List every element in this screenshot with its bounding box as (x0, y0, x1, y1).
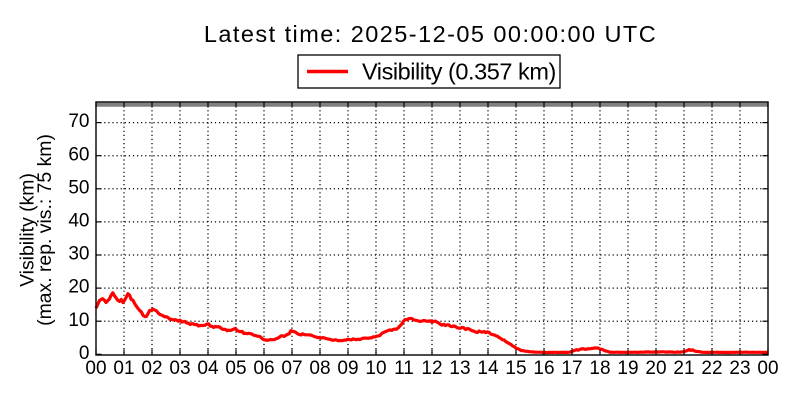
svg-text:Visibility (km): Visibility (km) (17, 173, 39, 287)
svg-text:16: 16 (533, 358, 554, 379)
svg-text:15: 15 (505, 358, 526, 379)
svg-text:0: 0 (79, 343, 90, 364)
svg-text:06: 06 (253, 358, 274, 379)
svg-text:01: 01 (113, 358, 134, 379)
svg-text:Latest time: 2025-12-05 00:00:: Latest time: 2025-12-05 00:00:00 UTC (204, 21, 657, 47)
svg-text:(max. rep. vis.: 75 km): (max. rep. vis.: 75 km) (34, 134, 56, 326)
svg-text:03: 03 (169, 358, 190, 379)
svg-text:50: 50 (68, 177, 89, 198)
svg-text:05: 05 (225, 358, 246, 379)
svg-text:60: 60 (68, 144, 89, 165)
svg-text:09: 09 (337, 358, 358, 379)
svg-text:19: 19 (617, 358, 638, 379)
svg-text:02: 02 (141, 358, 162, 379)
svg-text:21: 21 (673, 358, 694, 379)
svg-text:20: 20 (68, 277, 89, 298)
svg-text:10: 10 (365, 358, 386, 379)
svg-text:14: 14 (477, 358, 499, 379)
svg-text:20: 20 (645, 358, 666, 379)
svg-text:11: 11 (394, 358, 414, 379)
svg-text:30: 30 (68, 244, 89, 265)
svg-text:00: 00 (85, 358, 106, 379)
svg-text:10: 10 (68, 310, 89, 331)
svg-text:Visibility (0.357 km): Visibility (0.357 km) (362, 59, 556, 85)
svg-text:07: 07 (281, 358, 302, 379)
svg-text:22: 22 (701, 358, 722, 379)
svg-text:70: 70 (68, 111, 89, 132)
svg-text:40: 40 (68, 211, 89, 232)
svg-text:18: 18 (589, 358, 610, 379)
svg-text:23: 23 (729, 358, 750, 379)
svg-text:12: 12 (421, 358, 442, 379)
svg-text:17: 17 (561, 358, 582, 379)
svg-text:04: 04 (197, 358, 219, 379)
svg-text:00: 00 (757, 358, 778, 379)
svg-text:08: 08 (309, 358, 330, 379)
svg-text:13: 13 (449, 358, 470, 379)
